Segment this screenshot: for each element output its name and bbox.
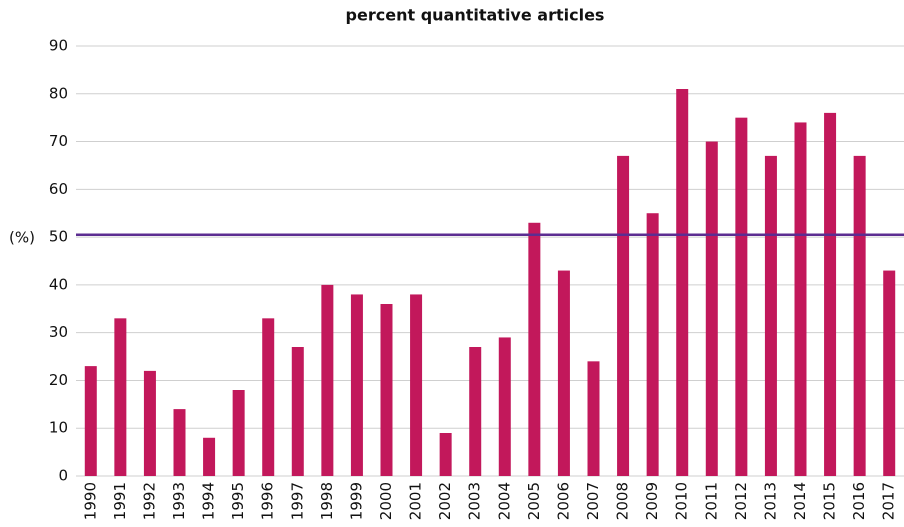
y-tick-label: 30 (49, 323, 68, 341)
y-tick-label: 10 (49, 419, 68, 437)
x-tick-label: 1990 (81, 482, 99, 520)
bar (114, 318, 127, 476)
x-tick-label: 1992 (140, 482, 158, 520)
x-tick-label: 2008 (614, 482, 632, 520)
chart-title: percent quantitative articles (346, 6, 605, 25)
x-tick-label: 2013 (761, 482, 779, 520)
x-tick-label: 2001 (407, 482, 425, 520)
bar (794, 122, 807, 476)
bar (291, 347, 304, 476)
x-tick-label: 2010 (673, 482, 691, 520)
y-tick-label: 70 (49, 132, 68, 150)
x-tick-label: 2006 (554, 482, 572, 520)
bar (646, 213, 659, 476)
x-tick-label: 1998 (318, 482, 336, 520)
y-axis-label: (%) (9, 229, 35, 247)
bar (883, 270, 896, 476)
x-tick-label: 1994 (200, 482, 218, 520)
x-tick-label: 2004 (495, 482, 513, 520)
x-tick-label: 2005 (525, 482, 543, 520)
bar (469, 347, 482, 476)
bar (498, 337, 511, 476)
bar (321, 284, 334, 476)
y-tick-label: 90 (49, 37, 68, 55)
bar (557, 270, 570, 476)
bar (84, 366, 97, 476)
bar (824, 112, 837, 476)
x-tick-label: 2000 (377, 482, 395, 520)
bar (853, 155, 866, 476)
bar (232, 390, 245, 476)
bar (262, 318, 275, 476)
bar (350, 294, 363, 476)
bar (705, 141, 718, 477)
x-tick-label: 1993 (170, 482, 188, 520)
y-tick-label: 40 (49, 275, 68, 293)
bar (528, 222, 541, 476)
x-tick-label: 2017 (880, 482, 898, 520)
x-tick-label: 1997 (288, 482, 306, 520)
x-tick-label: 2012 (732, 482, 750, 520)
y-tick-label: 80 (49, 84, 68, 102)
x-tick-label: 1999 (347, 482, 365, 520)
x-tick-label: 2016 (850, 482, 868, 520)
bar (764, 155, 777, 476)
bar (439, 433, 452, 476)
x-tick-label: 2002 (436, 482, 454, 520)
bar (380, 304, 393, 476)
y-tick-label: 50 (49, 228, 68, 246)
bar (676, 89, 689, 476)
x-tick-label: 2007 (584, 482, 602, 520)
x-tick-label: 2011 (702, 482, 720, 520)
x-tick-label: 2003 (466, 482, 484, 520)
x-tick-label: 1996 (259, 482, 277, 520)
bar (203, 437, 216, 476)
x-tick-label: 2009 (643, 482, 661, 520)
bar (617, 155, 630, 476)
bar (587, 361, 600, 476)
x-tick-label: 2015 (821, 482, 839, 520)
bar (735, 117, 748, 477)
x-tick-label: 1995 (229, 482, 247, 520)
x-tick-label: 2014 (791, 482, 809, 520)
y-tick-label: 20 (49, 371, 68, 389)
bar (143, 370, 156, 476)
bar (173, 409, 186, 476)
y-tick-label: 60 (49, 180, 68, 198)
bar (410, 294, 423, 476)
x-tick-label: 1991 (111, 482, 129, 520)
y-tick-label: 0 (58, 467, 68, 485)
